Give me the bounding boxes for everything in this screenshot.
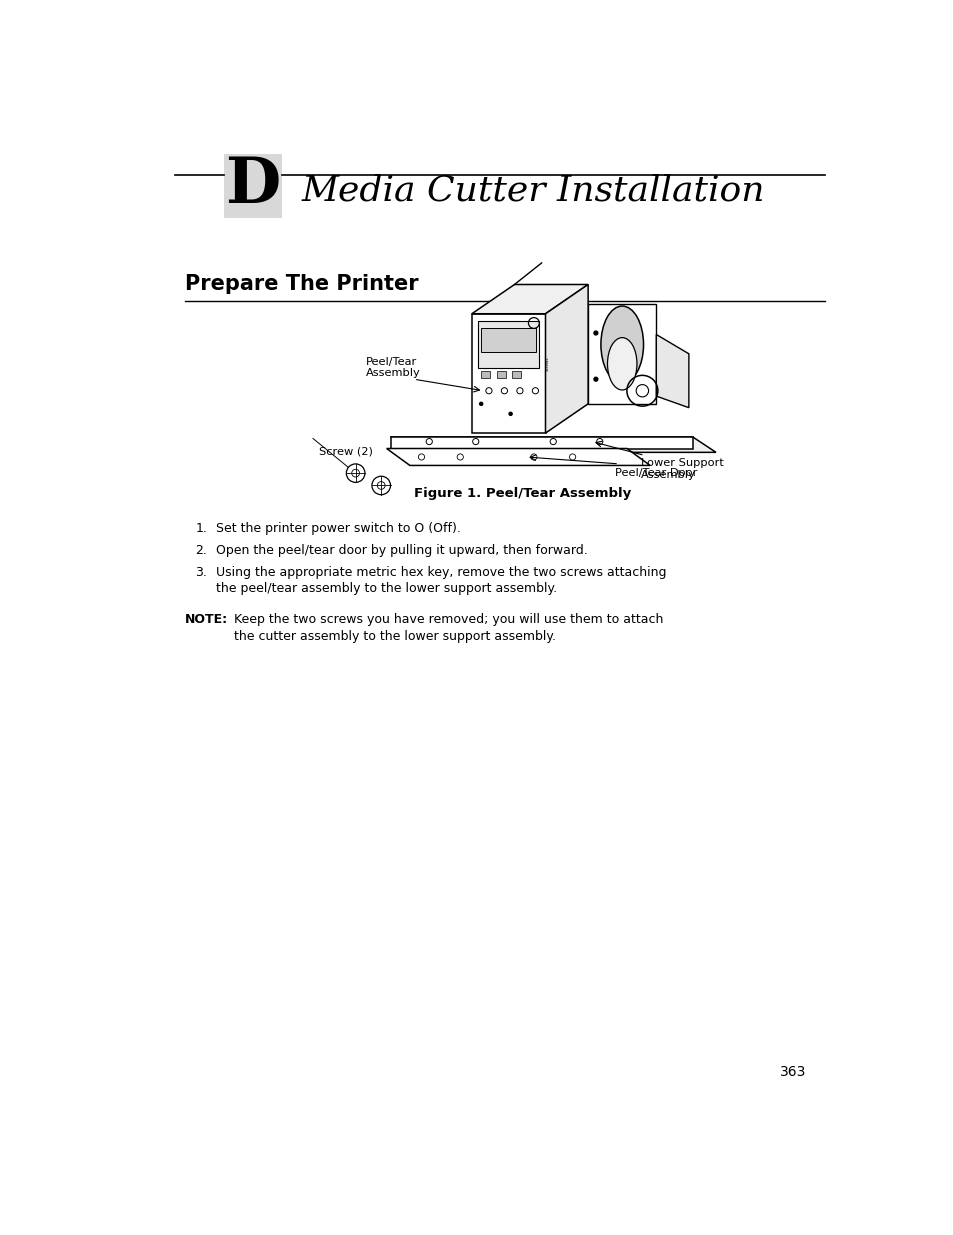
Polygon shape xyxy=(656,335,688,408)
Bar xyxy=(497,372,505,378)
Text: the cutter assembly to the lower support assembly.: the cutter assembly to the lower support… xyxy=(233,630,556,643)
Ellipse shape xyxy=(600,306,643,383)
Text: 2.: 2. xyxy=(195,543,207,557)
Text: Media Cutter Installation: Media Cutter Installation xyxy=(301,174,764,207)
Bar xyxy=(480,327,536,352)
Polygon shape xyxy=(587,304,656,404)
Polygon shape xyxy=(545,284,587,433)
Bar xyxy=(480,372,490,378)
Text: D: D xyxy=(225,156,280,216)
Text: Screws: Screws xyxy=(545,357,549,370)
Text: Prepare The Printer: Prepare The Printer xyxy=(185,274,418,294)
Text: NOTE:: NOTE: xyxy=(185,614,228,626)
Circle shape xyxy=(594,377,598,382)
Text: Open the peel/tear door by pulling it upward, then forward.: Open the peel/tear door by pulling it up… xyxy=(216,543,587,557)
Text: Lower Support
Assembly: Lower Support Assembly xyxy=(640,458,723,480)
Text: 363: 363 xyxy=(780,1066,806,1079)
Bar xyxy=(512,372,521,378)
Polygon shape xyxy=(390,437,692,448)
Text: Keep the two screws you have removed; you will use them to attach: Keep the two screws you have removed; yo… xyxy=(233,614,662,626)
Text: the peel/tear assembly to the lower support assembly.: the peel/tear assembly to the lower supp… xyxy=(216,583,557,595)
Text: Screw (2): Screw (2) xyxy=(319,447,373,457)
Text: 1.: 1. xyxy=(195,522,207,536)
Text: Figure 1. Peel/Tear Assembly: Figure 1. Peel/Tear Assembly xyxy=(414,487,630,500)
Bar xyxy=(224,154,282,217)
Text: Using the appropriate metric hex key, remove the two screws attaching: Using the appropriate metric hex key, re… xyxy=(216,566,666,578)
Text: Peel/Tear Door: Peel/Tear Door xyxy=(615,468,697,478)
Bar xyxy=(472,314,545,433)
Polygon shape xyxy=(386,448,649,466)
Text: Peel/Tear
Assembly: Peel/Tear Assembly xyxy=(365,357,420,378)
Circle shape xyxy=(594,331,598,335)
Polygon shape xyxy=(472,284,587,314)
Circle shape xyxy=(509,412,512,415)
Circle shape xyxy=(479,403,482,405)
Text: Set the printer power switch to O (Off).: Set the printer power switch to O (Off). xyxy=(216,522,460,536)
Ellipse shape xyxy=(607,337,637,390)
Polygon shape xyxy=(390,437,716,452)
Bar xyxy=(477,321,538,368)
Text: 3.: 3. xyxy=(195,566,207,578)
